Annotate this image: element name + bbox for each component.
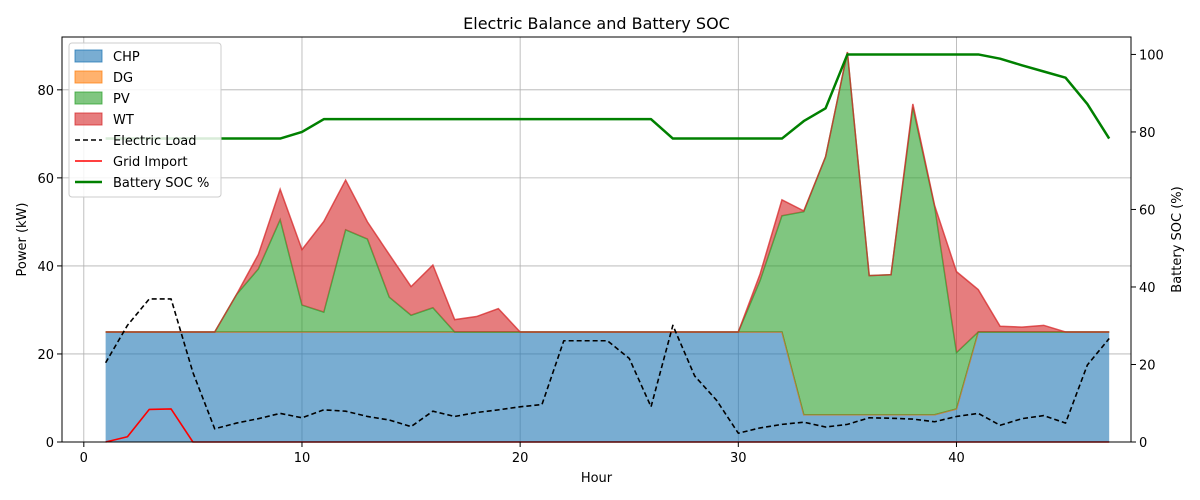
line-battery-soc [105, 53, 1111, 140]
y2-tick-label: 20 [1139, 358, 1156, 373]
x-tick-label: 30 [730, 451, 747, 466]
y2-tick-label: 0 [1139, 436, 1147, 451]
legend-swatch-dg [74, 70, 103, 84]
x-axis-label: Hour [581, 471, 613, 486]
x-tick-label: 10 [294, 451, 311, 466]
y2-axis-ticks: 0 20 40 60 80 100 [1131, 48, 1164, 451]
y2-tick-label: 40 [1139, 281, 1156, 296]
y2-tick-label: 100 [1139, 48, 1164, 63]
y-axis-ticks: 0 20 40 60 80 [37, 84, 62, 451]
y2-axis-label: Battery SOC (%) [1170, 186, 1185, 292]
x-tick-label: 40 [948, 451, 965, 466]
legend-label-wt: WT [113, 113, 134, 128]
plot-frame [61, 36, 1132, 443]
line-electric-load [104, 298, 1110, 434]
legend-swatch-wt [74, 112, 103, 126]
legend-label-battery-soc: Battery SOC % [113, 176, 209, 191]
y-tick-label: 60 [37, 172, 54, 187]
area-pv [105, 52, 1110, 415]
y-tick-label: 20 [37, 348, 54, 363]
legend-label-chp: CHP [113, 50, 140, 65]
legend-label-dg: DG [113, 71, 133, 86]
legend-label-pv: PV [113, 92, 130, 107]
legend-label-electric-load: Electric Load [113, 134, 197, 149]
area-chp [105, 331, 1110, 442]
y-tick-label: 80 [37, 84, 54, 99]
y-tick-label: 40 [37, 260, 54, 275]
legend-swatch-chp [74, 49, 103, 63]
x-axis-ticks: 0 10 20 30 40 [80, 442, 965, 466]
y2-tick-label: 80 [1139, 126, 1156, 141]
legend-swatch-pv [74, 91, 103, 105]
x-tick-label: 20 [512, 451, 529, 466]
stacked-areas [105, 51, 1110, 442]
y-tick-label: 0 [46, 436, 54, 451]
legend-box [68, 42, 222, 198]
chart-title: Electric Balance and Battery SOC [463, 14, 730, 33]
legend-label-grid-import: Grid Import [113, 155, 188, 170]
legend: CHP DG PV WT Electric Load Grid Import Battery… [68, 42, 222, 198]
area-edge-wt [105, 51, 1110, 333]
x-tick-label: 0 [80, 451, 88, 466]
y-axis-label: Power (kW) [15, 203, 30, 277]
y2-tick-label: 60 [1139, 203, 1156, 218]
